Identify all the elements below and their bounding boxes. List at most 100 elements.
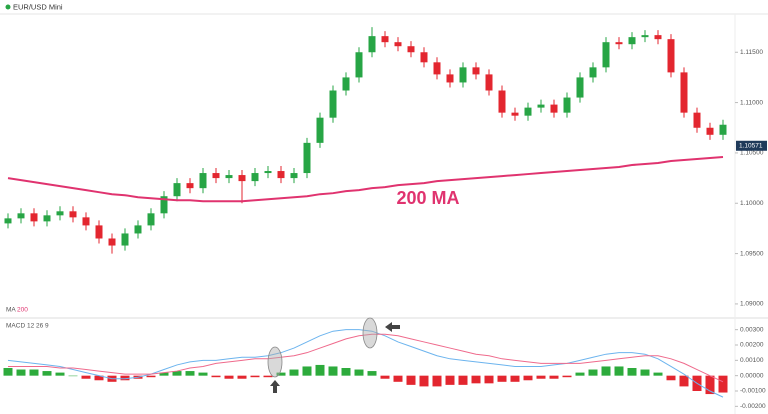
histogram-bar bbox=[341, 368, 351, 376]
candle-body bbox=[342, 77, 350, 91]
candle-body bbox=[628, 37, 636, 45]
histogram-bar bbox=[718, 375, 728, 393]
y-tick-label: 1.10000 bbox=[740, 200, 764, 207]
candle-body bbox=[602, 42, 610, 68]
histogram-bar bbox=[523, 375, 533, 381]
histogram-bar bbox=[471, 375, 481, 384]
histogram-bar bbox=[159, 372, 169, 376]
candle-body bbox=[30, 213, 38, 222]
histogram-bar bbox=[614, 366, 624, 376]
candle-body bbox=[485, 74, 493, 91]
histogram-bar bbox=[445, 375, 455, 385]
candle-body bbox=[290, 173, 298, 179]
indicator-period: 200 bbox=[17, 307, 28, 314]
histogram-bar bbox=[575, 372, 585, 376]
histogram-bar bbox=[562, 375, 572, 378]
histogram-bar bbox=[588, 369, 598, 376]
instrument-title[interactable]: EUR/USD Mini bbox=[13, 2, 63, 11]
candle-body bbox=[186, 183, 194, 189]
macd-line bbox=[7, 329, 724, 398]
histogram-bar bbox=[94, 375, 104, 381]
candle-body bbox=[329, 90, 337, 118]
histogram-bar bbox=[146, 375, 156, 378]
candle-body bbox=[355, 52, 363, 78]
histogram-bar bbox=[172, 371, 182, 376]
histogram-bar bbox=[419, 375, 429, 387]
candle-body bbox=[82, 217, 90, 226]
histogram-bar bbox=[3, 368, 13, 376]
candle-body bbox=[537, 104, 545, 108]
arrow-left bbox=[385, 322, 400, 332]
histogram-bar bbox=[276, 372, 286, 376]
indicator-label: MACD bbox=[6, 323, 25, 330]
y-tick-label: 1.10500 bbox=[740, 150, 764, 157]
status-dot bbox=[5, 4, 11, 10]
histogram-bar bbox=[484, 375, 494, 384]
histogram-bar bbox=[55, 372, 65, 376]
candle-body bbox=[589, 67, 597, 78]
indicator-param: 9 bbox=[45, 323, 49, 330]
y-tick-label: 0.00200 bbox=[740, 342, 764, 349]
candle-body bbox=[264, 171, 272, 174]
candle-body bbox=[160, 196, 168, 214]
indicator-label: MA bbox=[6, 307, 16, 314]
candle-body bbox=[576, 77, 584, 98]
indicator-param: 12 bbox=[27, 323, 35, 330]
candle-body bbox=[368, 36, 376, 53]
candle-body bbox=[251, 173, 259, 182]
candle-body bbox=[511, 112, 519, 116]
candle-body bbox=[199, 173, 207, 189]
histogram-bar bbox=[68, 375, 78, 377]
candle-body bbox=[433, 62, 441, 75]
candle-body bbox=[95, 225, 103, 239]
candle-body bbox=[446, 74, 454, 83]
y-tick-label: 0.00000 bbox=[740, 372, 764, 379]
histogram-bar bbox=[679, 375, 689, 387]
histogram-bar bbox=[380, 375, 390, 379]
histogram-bar bbox=[302, 366, 312, 376]
candle-body bbox=[550, 104, 558, 113]
histogram-bar bbox=[211, 375, 221, 378]
y-tick-label: 1.09500 bbox=[740, 250, 764, 257]
y-tick-label: 0.00300 bbox=[740, 326, 764, 333]
y-tick-label: 1.11000 bbox=[740, 99, 763, 106]
candle-body bbox=[277, 171, 285, 179]
histogram-bar bbox=[81, 375, 91, 379]
candle-body bbox=[43, 215, 51, 222]
candle-body bbox=[17, 213, 25, 219]
candle-body bbox=[225, 175, 233, 179]
histogram-bar bbox=[315, 364, 325, 376]
histogram-bar bbox=[42, 371, 52, 376]
histogram-bar bbox=[666, 375, 676, 381]
histogram-bar bbox=[237, 375, 247, 379]
histogram-bar bbox=[29, 369, 39, 376]
histogram-bar bbox=[705, 375, 715, 395]
histogram-bar bbox=[263, 375, 273, 378]
candle-body bbox=[394, 42, 402, 47]
histogram-bar bbox=[627, 368, 637, 376]
candle-body bbox=[693, 112, 701, 128]
histogram-bar bbox=[640, 369, 650, 376]
histogram-bar bbox=[198, 372, 208, 376]
candle-body bbox=[238, 175, 246, 182]
y-tick-label: 1.09000 bbox=[740, 301, 764, 308]
candle-body bbox=[615, 42, 623, 45]
macd-line bbox=[8, 333, 724, 383]
candle-body bbox=[147, 213, 155, 226]
histogram-bar bbox=[328, 366, 338, 376]
y-tick-label: -0.00100 bbox=[740, 388, 766, 395]
histogram-bar bbox=[354, 369, 364, 376]
candle-body bbox=[303, 142, 311, 174]
y-tick-label: 1.11500 bbox=[740, 49, 763, 56]
candle-body bbox=[680, 72, 688, 113]
histogram-bar bbox=[289, 369, 299, 376]
histogram-bar bbox=[510, 375, 520, 382]
candle-body bbox=[69, 211, 77, 218]
candle-body bbox=[108, 238, 116, 246]
candle-body bbox=[4, 218, 12, 224]
candle-body bbox=[667, 39, 675, 73]
histogram-bar bbox=[250, 375, 260, 378]
